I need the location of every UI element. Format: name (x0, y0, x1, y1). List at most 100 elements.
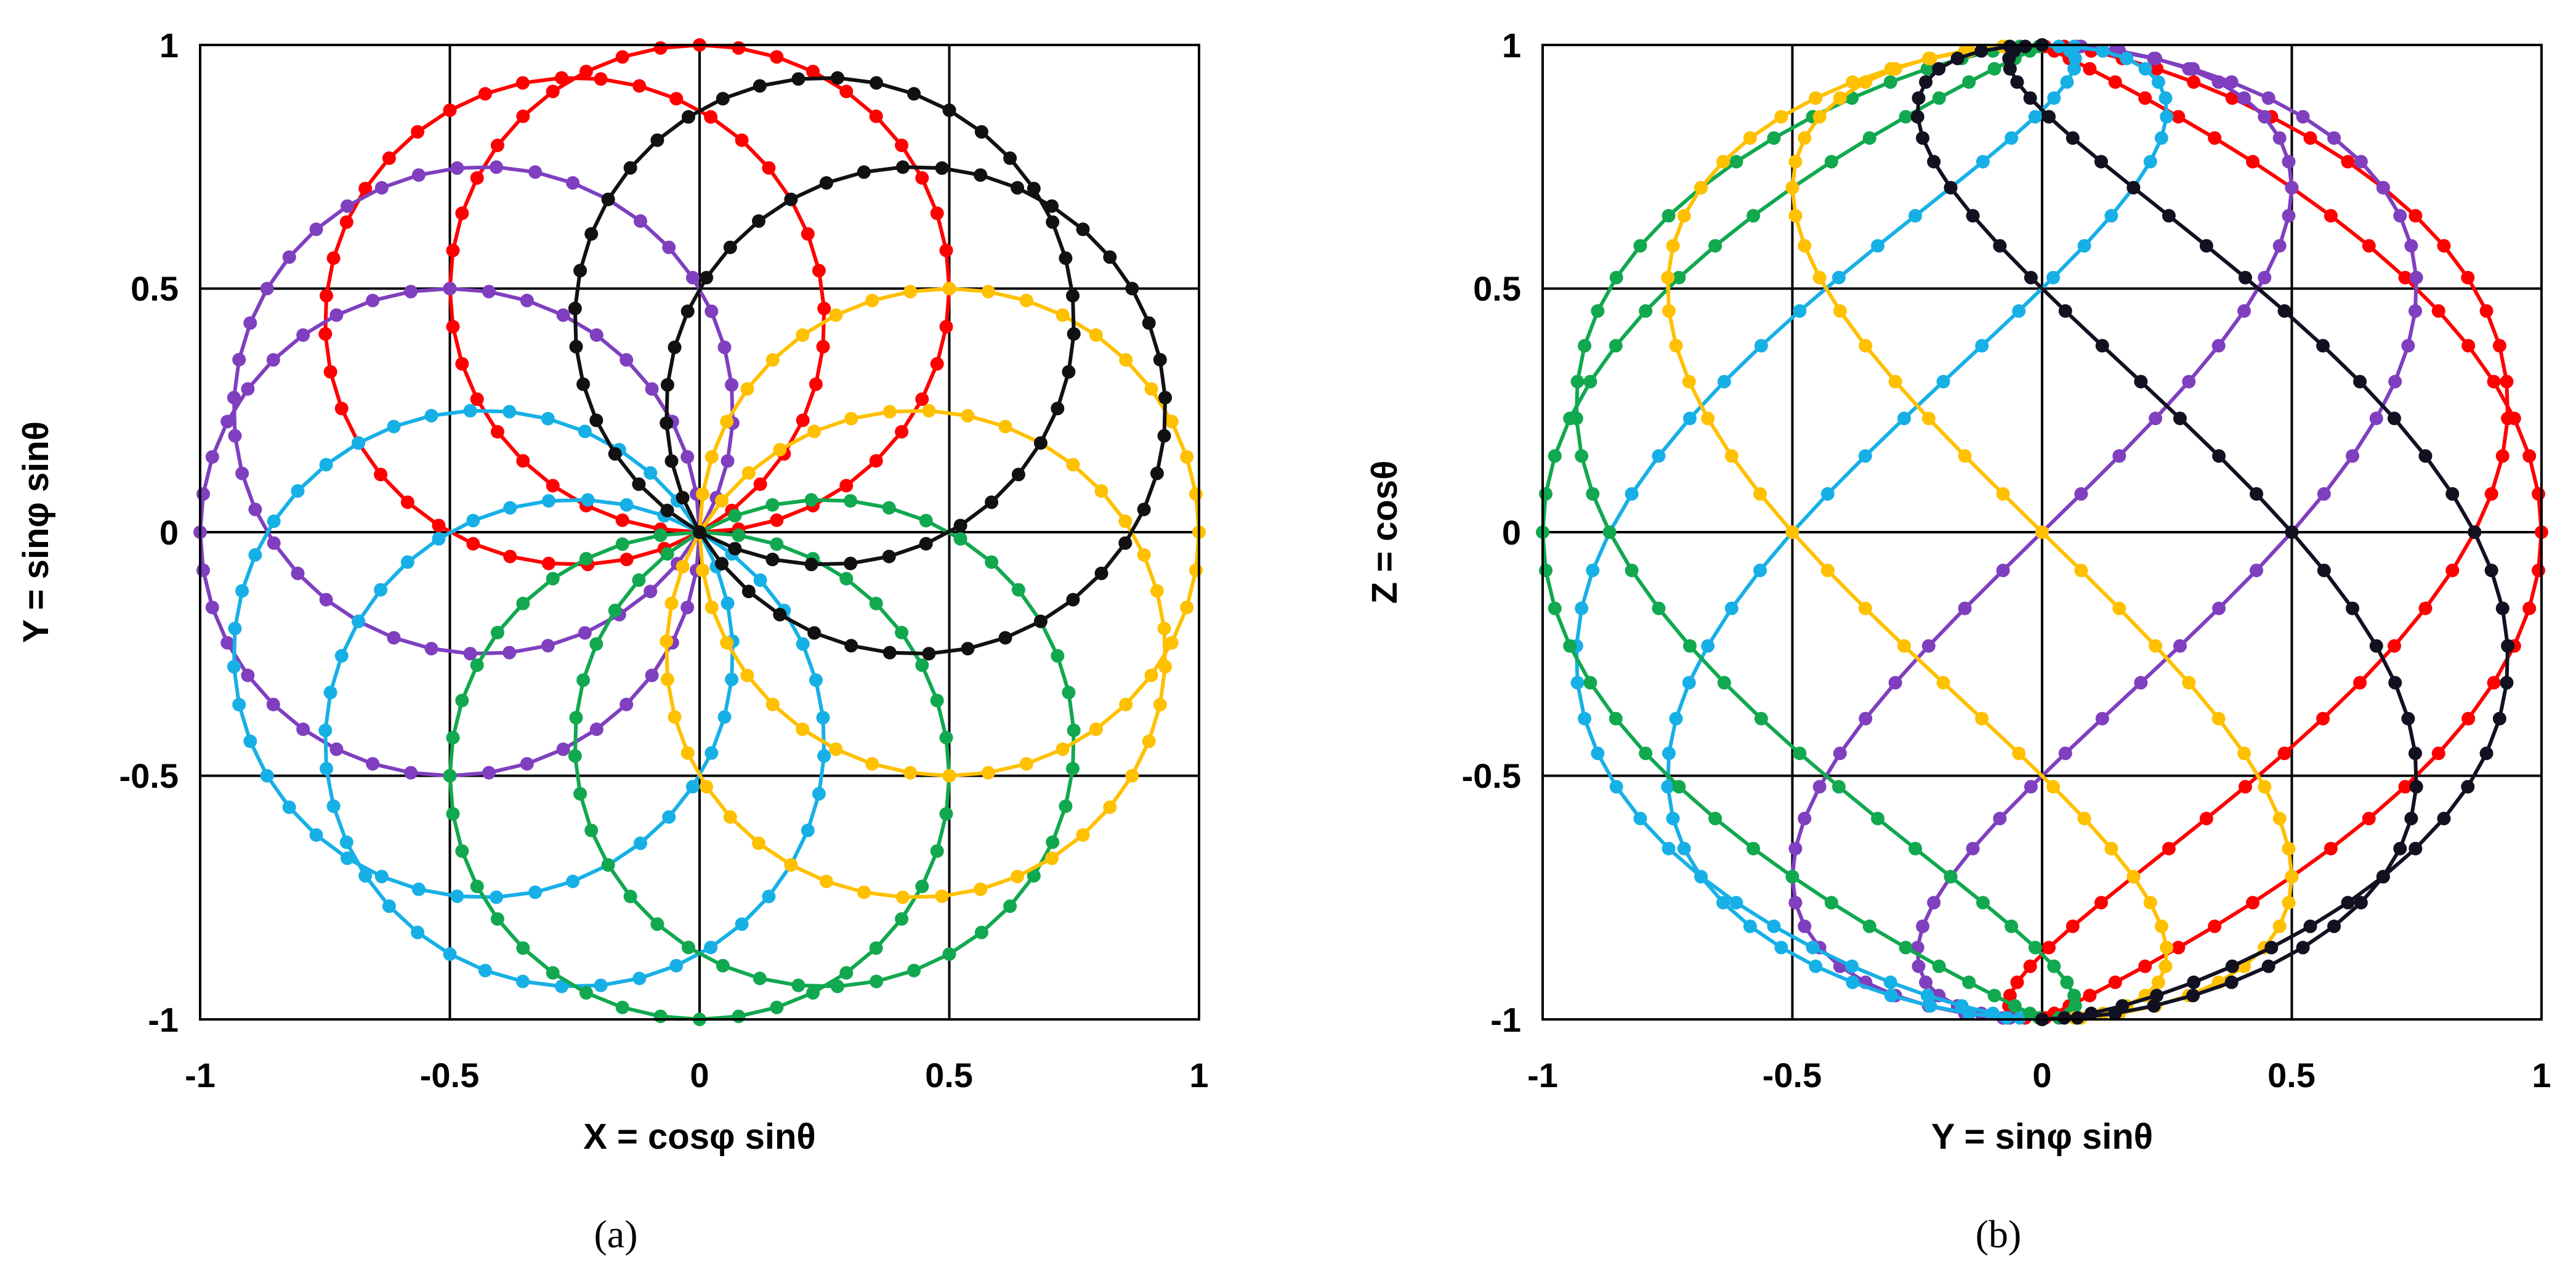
data-point (2353, 374, 2367, 389)
data-point (334, 402, 349, 416)
data-point (801, 227, 815, 241)
data-point (2158, 959, 2173, 973)
plot-frame-a (199, 44, 1200, 1021)
data-point (753, 971, 767, 986)
data-point (2461, 270, 2475, 285)
data-point (1059, 799, 1073, 813)
data-point (2285, 870, 2299, 884)
data-point (1753, 487, 1767, 501)
data-point (896, 890, 910, 904)
data-point (1125, 769, 1139, 783)
data-point (2317, 564, 2331, 578)
data-point (608, 447, 622, 461)
data-point (2108, 75, 2122, 89)
data-point (676, 491, 690, 504)
data-point (974, 882, 988, 896)
data-point (2012, 304, 2026, 318)
data-point (1912, 91, 1926, 105)
data-point (1987, 989, 2001, 1003)
data-point (196, 563, 210, 577)
data-point (1788, 209, 1803, 223)
data-point (2160, 110, 2174, 124)
data-point (466, 514, 480, 528)
data-point (1586, 564, 1600, 578)
data-point (291, 566, 305, 580)
data-point (1019, 293, 1033, 307)
data-point (2487, 676, 2501, 690)
data-point (1716, 896, 1730, 910)
data-point (796, 413, 810, 427)
data-point (869, 109, 883, 123)
y-tick-label: -0.5 (1462, 756, 1522, 795)
data-point (446, 807, 460, 821)
data-point (1144, 382, 1158, 396)
data-point (680, 304, 695, 318)
data-point (1701, 411, 1715, 426)
panel-a: 1 0.5 0 -0.5 -1 -1 -0.5 0 0.5 1 X = cosφ… (16, 26, 1209, 1256)
data-point (765, 353, 780, 367)
data-point (2012, 747, 2026, 761)
data-point (2317, 487, 2331, 501)
data-point (2282, 841, 2296, 856)
data-point (2077, 239, 2091, 253)
data-point (1921, 411, 1936, 426)
data-point (2495, 449, 2509, 463)
data-point (2094, 155, 2108, 169)
data-point (1883, 975, 1897, 989)
data-point (1767, 131, 1781, 145)
data-point (2341, 155, 2355, 169)
data-point (942, 769, 956, 783)
data-point (541, 411, 555, 426)
data-point (2046, 780, 2061, 794)
data-point (2024, 270, 2038, 285)
data-point (1950, 51, 1964, 65)
data-point (341, 851, 354, 865)
data-point (556, 308, 570, 322)
data-point (455, 206, 469, 221)
data-point (1724, 449, 1738, 463)
data-point (717, 710, 732, 724)
data-point (662, 240, 676, 254)
data-point (870, 76, 884, 90)
data-point (1987, 62, 2001, 76)
data-point (1694, 180, 1708, 195)
data-point (1062, 365, 1076, 379)
data-point (455, 357, 469, 371)
data-point (228, 429, 242, 443)
data-point (2005, 919, 2019, 933)
data-point (1944, 870, 1958, 884)
data-point (882, 501, 896, 515)
data-point (1051, 649, 1065, 663)
data-point (503, 549, 517, 564)
data-point (1142, 316, 1156, 330)
x-tick-label: 0 (2032, 1056, 2051, 1095)
data-point (466, 536, 480, 551)
data-point (235, 466, 249, 480)
data-point (470, 392, 484, 407)
data-point (1661, 270, 1675, 285)
data-point (2501, 411, 2515, 426)
data-point (2316, 339, 2330, 353)
data-point (2461, 711, 2476, 726)
data-point (1046, 215, 1060, 229)
data-point (2057, 1011, 2071, 1025)
data-point (2094, 896, 2108, 910)
data-point (1119, 697, 1133, 711)
data-point (446, 320, 460, 334)
data-point (2224, 75, 2239, 89)
data-point (2067, 989, 2081, 1003)
data-point (717, 340, 732, 354)
data-point (450, 161, 464, 175)
data-point (939, 320, 953, 334)
data-point (443, 769, 457, 783)
data-point (1921, 51, 1936, 65)
data-point (503, 501, 517, 515)
data-point (1832, 780, 1846, 794)
data-point (669, 958, 684, 973)
data-point (1888, 374, 1902, 389)
data-point (650, 133, 664, 147)
data-point (1729, 155, 1743, 169)
data-point (942, 947, 956, 961)
data-point (1639, 747, 1653, 761)
data-point (2077, 811, 2091, 825)
